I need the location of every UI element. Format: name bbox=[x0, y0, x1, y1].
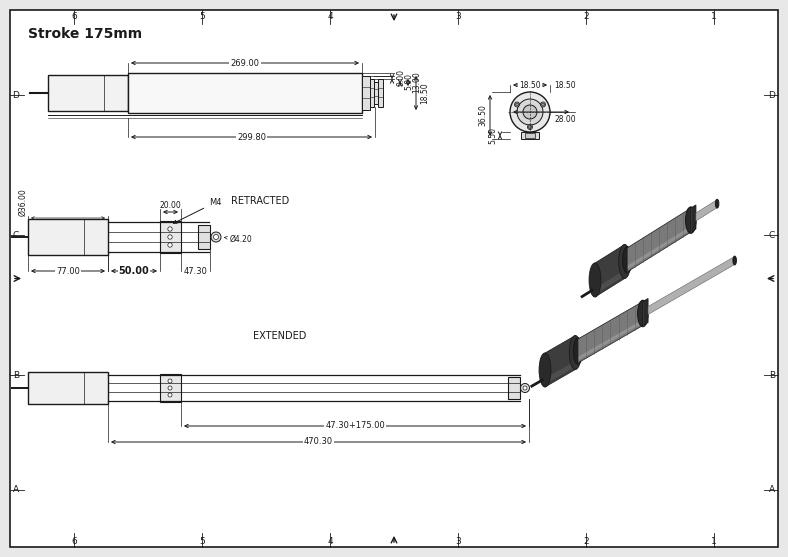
Text: 18.50: 18.50 bbox=[554, 81, 575, 90]
Polygon shape bbox=[628, 226, 692, 269]
Polygon shape bbox=[595, 245, 625, 297]
Circle shape bbox=[527, 125, 533, 129]
Bar bbox=[374, 82, 378, 104]
Polygon shape bbox=[545, 335, 575, 387]
Circle shape bbox=[168, 243, 173, 247]
Bar bbox=[521, 132, 539, 139]
Polygon shape bbox=[643, 299, 648, 325]
Bar bbox=[160, 221, 181, 253]
Text: EXTENDED: EXTENDED bbox=[253, 331, 307, 341]
Text: 5.00: 5.00 bbox=[404, 73, 413, 90]
Text: 5.50: 5.50 bbox=[488, 127, 497, 144]
Bar bbox=[362, 76, 370, 110]
Text: 1: 1 bbox=[711, 536, 717, 545]
Text: 20.00: 20.00 bbox=[160, 201, 181, 210]
Text: D: D bbox=[768, 90, 775, 100]
Circle shape bbox=[529, 125, 531, 129]
Text: 28.00: 28.00 bbox=[555, 115, 577, 124]
Text: 5: 5 bbox=[199, 536, 205, 545]
Text: B: B bbox=[13, 370, 19, 379]
Text: 1: 1 bbox=[711, 12, 717, 21]
Text: 2: 2 bbox=[583, 536, 589, 545]
Text: 18.50: 18.50 bbox=[519, 81, 541, 90]
Text: 299.80: 299.80 bbox=[237, 133, 266, 141]
Circle shape bbox=[168, 227, 173, 231]
Bar bbox=[370, 79, 374, 107]
Bar bbox=[28, 372, 108, 404]
Circle shape bbox=[168, 386, 172, 390]
Text: 50.00: 50.00 bbox=[119, 266, 150, 276]
Polygon shape bbox=[696, 200, 717, 221]
Polygon shape bbox=[691, 205, 696, 232]
Text: 6: 6 bbox=[71, 536, 77, 545]
Ellipse shape bbox=[623, 247, 632, 273]
Text: A: A bbox=[13, 486, 19, 495]
Circle shape bbox=[515, 102, 519, 107]
Circle shape bbox=[517, 99, 543, 125]
Bar bbox=[378, 79, 383, 107]
Bar bbox=[525, 133, 535, 138]
Text: Stroke 175mm: Stroke 175mm bbox=[28, 27, 142, 41]
Polygon shape bbox=[547, 360, 577, 384]
Ellipse shape bbox=[619, 245, 630, 278]
Text: 3: 3 bbox=[455, 12, 461, 21]
Circle shape bbox=[168, 235, 173, 239]
Text: 3: 3 bbox=[455, 536, 461, 545]
Text: D: D bbox=[13, 90, 20, 100]
Polygon shape bbox=[597, 269, 626, 294]
Text: 9.00: 9.00 bbox=[396, 69, 405, 86]
Text: C: C bbox=[13, 231, 19, 240]
Circle shape bbox=[168, 379, 172, 383]
Text: 4: 4 bbox=[327, 12, 333, 21]
Circle shape bbox=[510, 92, 550, 132]
Bar bbox=[128, 73, 362, 113]
Text: A: A bbox=[769, 486, 775, 495]
Text: B: B bbox=[769, 370, 775, 379]
Circle shape bbox=[541, 103, 545, 106]
Ellipse shape bbox=[570, 335, 582, 369]
Circle shape bbox=[523, 105, 537, 119]
Text: 269.00: 269.00 bbox=[231, 58, 259, 67]
Text: M4: M4 bbox=[173, 198, 221, 223]
Text: C: C bbox=[769, 231, 775, 240]
Bar bbox=[198, 225, 210, 249]
Ellipse shape bbox=[686, 207, 696, 233]
Text: 2: 2 bbox=[583, 12, 589, 21]
Circle shape bbox=[214, 234, 218, 240]
Text: 4: 4 bbox=[327, 536, 333, 545]
Text: 5: 5 bbox=[199, 12, 205, 21]
Ellipse shape bbox=[574, 338, 582, 364]
Circle shape bbox=[515, 103, 519, 106]
Text: 47.30+175.00: 47.30+175.00 bbox=[325, 422, 385, 431]
Text: Ø4.20: Ø4.20 bbox=[225, 235, 253, 244]
Polygon shape bbox=[578, 319, 644, 360]
Text: 13.00: 13.00 bbox=[412, 72, 421, 94]
Text: 6: 6 bbox=[71, 12, 77, 21]
Circle shape bbox=[521, 384, 530, 393]
Bar bbox=[28, 219, 108, 255]
Circle shape bbox=[541, 102, 545, 107]
Ellipse shape bbox=[716, 199, 719, 208]
Polygon shape bbox=[627, 208, 691, 272]
Circle shape bbox=[523, 386, 527, 390]
Bar bbox=[48, 75, 128, 111]
Text: 47.30: 47.30 bbox=[184, 266, 207, 276]
Text: 18.50: 18.50 bbox=[420, 82, 429, 104]
Text: 77.00: 77.00 bbox=[56, 266, 80, 276]
Ellipse shape bbox=[589, 263, 601, 297]
Text: RETRACTED: RETRACTED bbox=[231, 196, 289, 206]
Text: 36.50: 36.50 bbox=[478, 105, 487, 126]
Ellipse shape bbox=[539, 353, 551, 387]
Ellipse shape bbox=[733, 256, 737, 265]
Text: Ø36.00: Ø36.00 bbox=[18, 188, 28, 216]
Polygon shape bbox=[578, 301, 643, 363]
Text: 470.30: 470.30 bbox=[304, 437, 333, 447]
Bar bbox=[508, 377, 520, 399]
Circle shape bbox=[211, 232, 221, 242]
Polygon shape bbox=[648, 257, 734, 315]
Bar bbox=[160, 374, 181, 402]
Circle shape bbox=[168, 393, 172, 397]
Ellipse shape bbox=[637, 300, 648, 327]
